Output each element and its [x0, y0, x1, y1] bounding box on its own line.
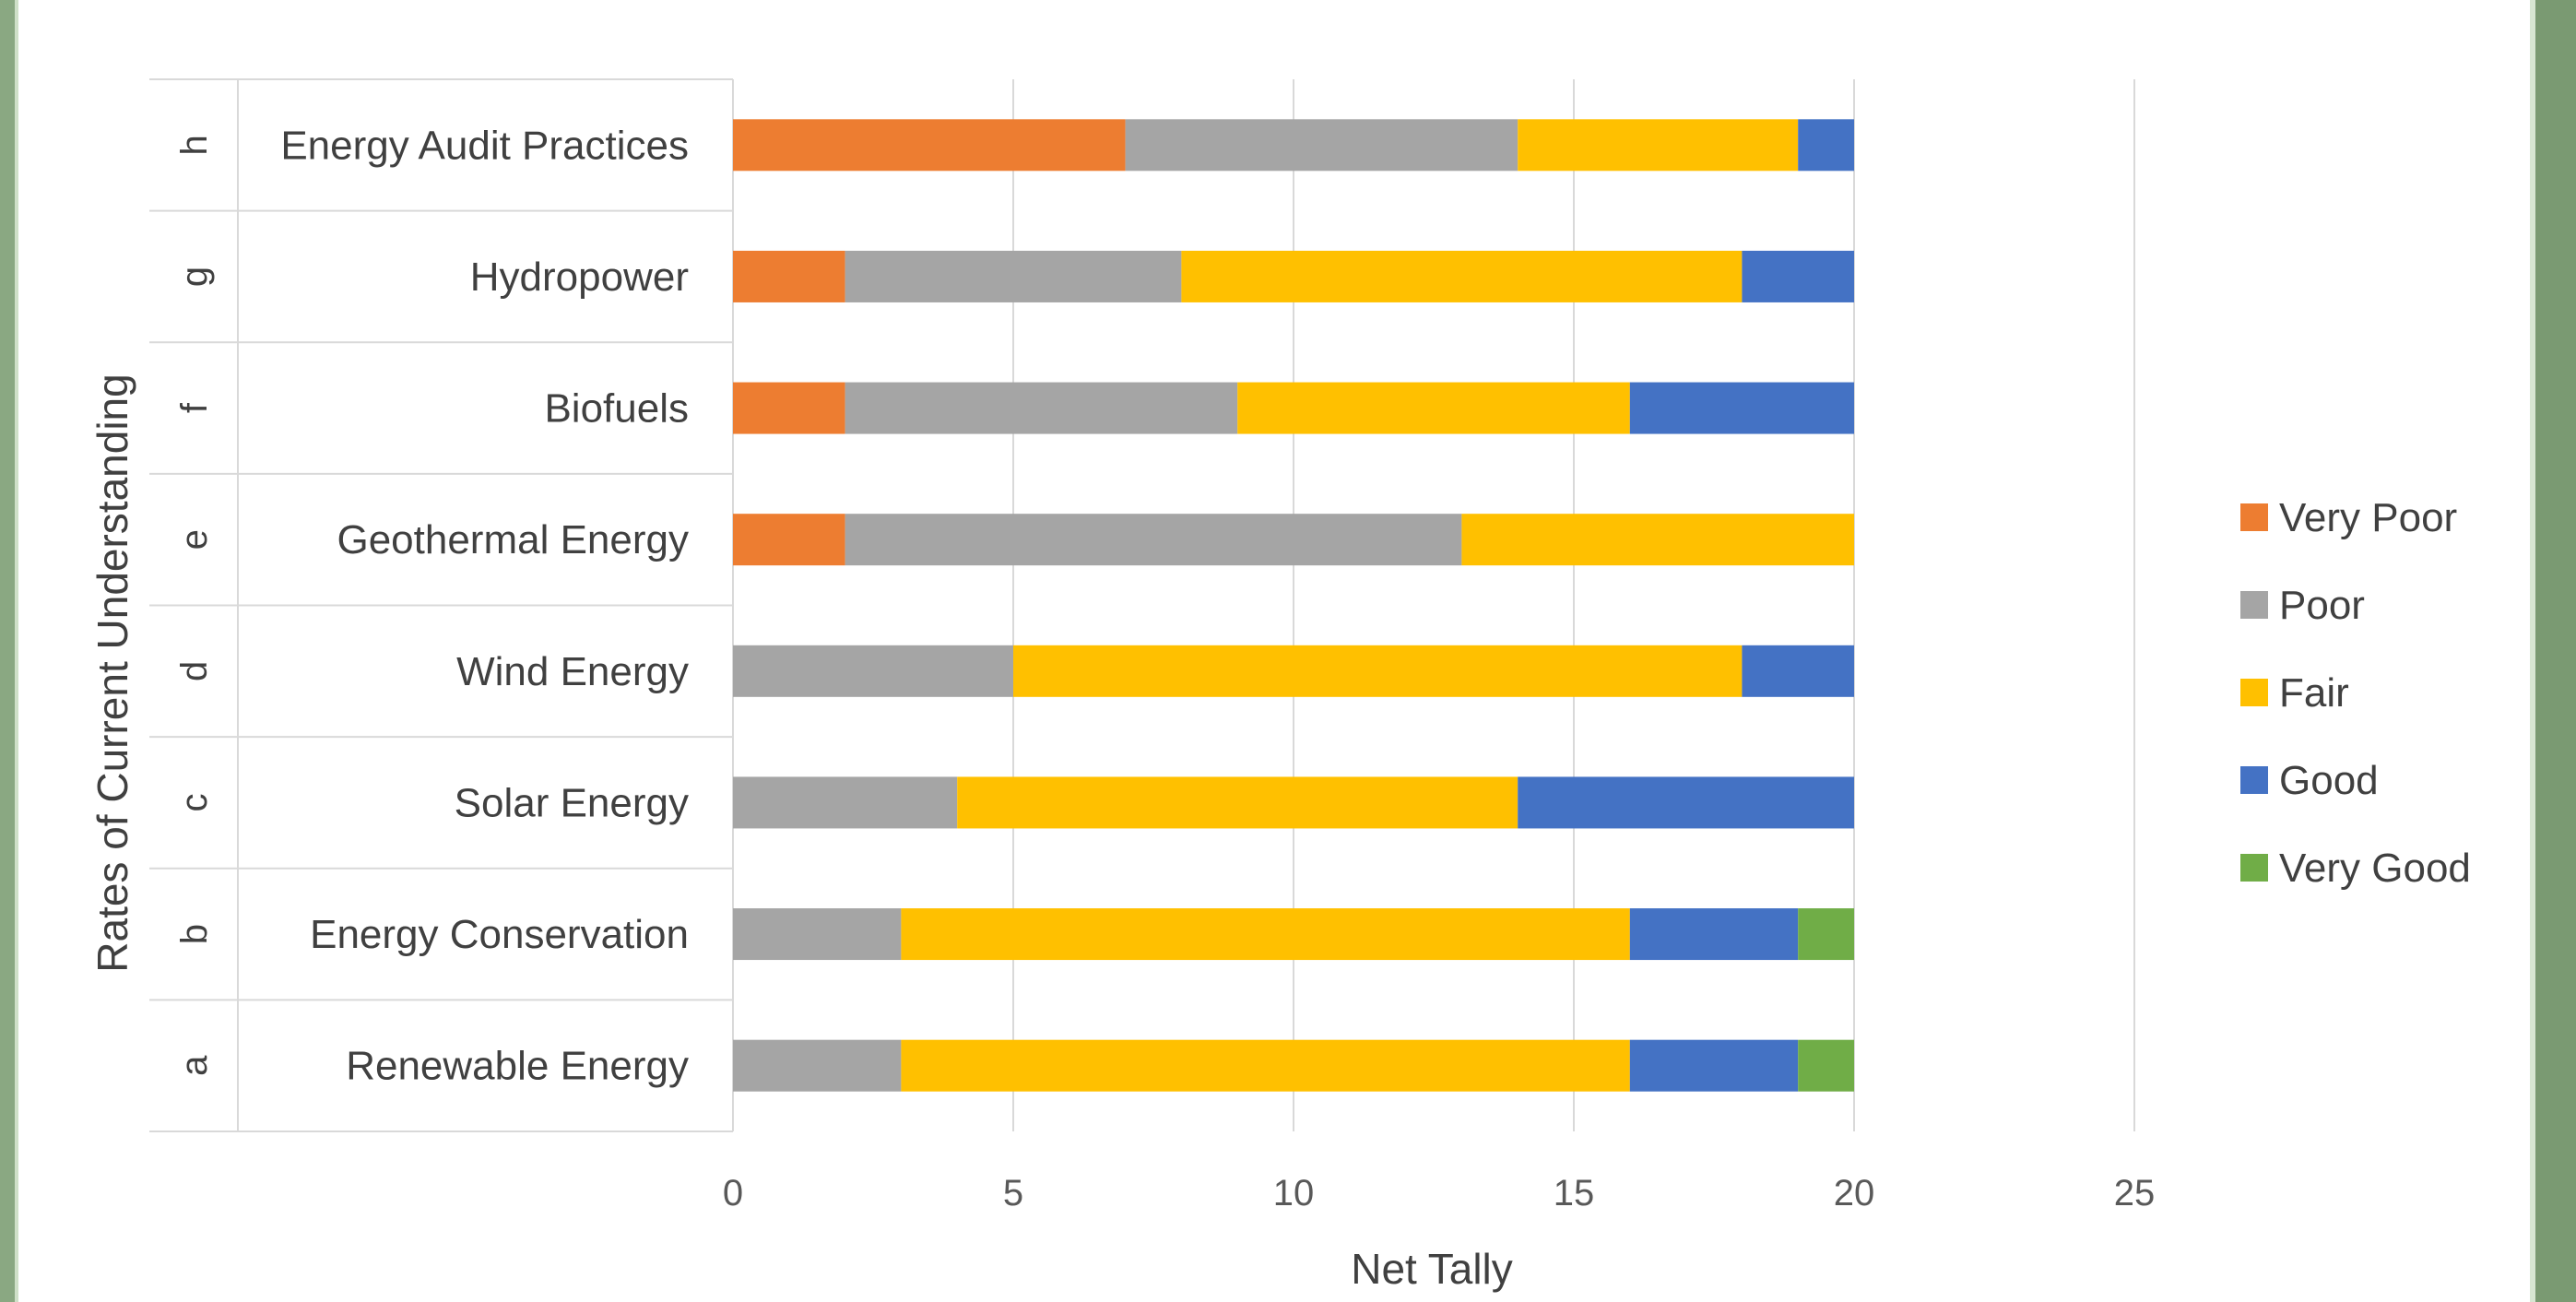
bar-segment — [1798, 908, 1854, 961]
legend-label: Good — [2279, 758, 2379, 803]
bar-segment — [1798, 1039, 1854, 1092]
category-label: Energy Audit Practices — [280, 123, 689, 168]
category-letter: c — [174, 793, 215, 811]
category-letter: d — [174, 661, 215, 681]
bar-segment — [1518, 119, 1799, 172]
bar-segment — [1013, 645, 1743, 697]
legend-swatch — [2240, 591, 2268, 619]
legend-label: Fair — [2279, 670, 2349, 716]
x-axis-title: Net Tally — [1351, 1245, 1513, 1293]
x-tick-label: 20 — [1834, 1173, 1875, 1213]
gridlines — [732, 79, 2135, 1131]
x-axis-ticks: 0 5 10 15 20 25 — [723, 1173, 2155, 1213]
bar-segment — [733, 119, 1126, 172]
left-border-inner — [15, 0, 18, 1302]
bar-segment — [957, 776, 1518, 829]
bar-segment — [1237, 382, 1630, 434]
category-label: Wind Energy — [456, 649, 689, 694]
legend-swatch — [2240, 854, 2268, 882]
x-tick-label: 0 — [723, 1173, 743, 1213]
left-border — [0, 0, 15, 1302]
category-label: Solar Energy — [455, 780, 689, 825]
right-border-inner — [2530, 0, 2535, 1302]
category-letter: e — [174, 529, 215, 550]
category-letter: a — [174, 1055, 215, 1076]
category-letter: f — [174, 402, 215, 413]
bar-segment — [901, 908, 1630, 961]
legend-swatch — [2240, 503, 2268, 531]
category-letter: h — [174, 135, 215, 155]
bar-segment — [1742, 645, 1854, 697]
bar-segment — [1181, 250, 1743, 302]
legend-label: Very Poor — [2279, 495, 2457, 540]
bar-segment — [1461, 514, 1854, 566]
category-label: Biofuels — [544, 386, 689, 432]
category-letter: b — [174, 924, 215, 944]
bar-segment — [901, 1039, 1630, 1092]
category-letter: g — [174, 266, 215, 287]
bars — [733, 119, 1854, 1092]
y-axis-title: Rates of Current Understanding — [89, 373, 136, 972]
x-tick-label: 25 — [2114, 1173, 2156, 1213]
bar-segment — [733, 776, 958, 829]
legend-swatch — [2240, 679, 2268, 706]
bar-segment — [1629, 1039, 1799, 1092]
category-label: Hydropower — [470, 254, 689, 300]
bar-segment — [845, 514, 1462, 566]
x-tick-label: 5 — [1003, 1173, 1023, 1213]
legend-label: Poor — [2279, 583, 2365, 628]
bar-segment — [733, 382, 845, 434]
bar-segment — [1125, 119, 1518, 172]
bar-segment — [1518, 776, 1854, 829]
right-border — [2535, 0, 2576, 1302]
category-label: Renewable Energy — [346, 1044, 689, 1089]
bar-segment — [1629, 908, 1799, 961]
bar-segment — [845, 250, 1182, 302]
bar-segment — [733, 1039, 902, 1092]
bar-segment — [733, 908, 902, 961]
x-tick-label: 10 — [1273, 1173, 1315, 1213]
category-table: Renewable Energy a Energy Conservation b Sol… — [149, 78, 734, 1132]
bar-segment — [845, 382, 1238, 434]
bar-segment — [733, 645, 1013, 697]
bar-segment — [733, 514, 845, 566]
legend: Very Poor Poor Fair Good Very Good — [2240, 495, 2471, 891]
bar-segment — [733, 250, 845, 302]
bar-segment — [1629, 382, 1854, 434]
bar-segment — [1798, 119, 1854, 172]
legend-swatch — [2240, 766, 2268, 794]
bar-segment — [1742, 250, 1854, 302]
category-label: Energy Conservation — [310, 912, 689, 957]
x-tick-label: 15 — [1554, 1173, 1595, 1213]
category-label: Geothermal Energy — [337, 517, 689, 562]
legend-label: Very Good — [2279, 846, 2471, 891]
